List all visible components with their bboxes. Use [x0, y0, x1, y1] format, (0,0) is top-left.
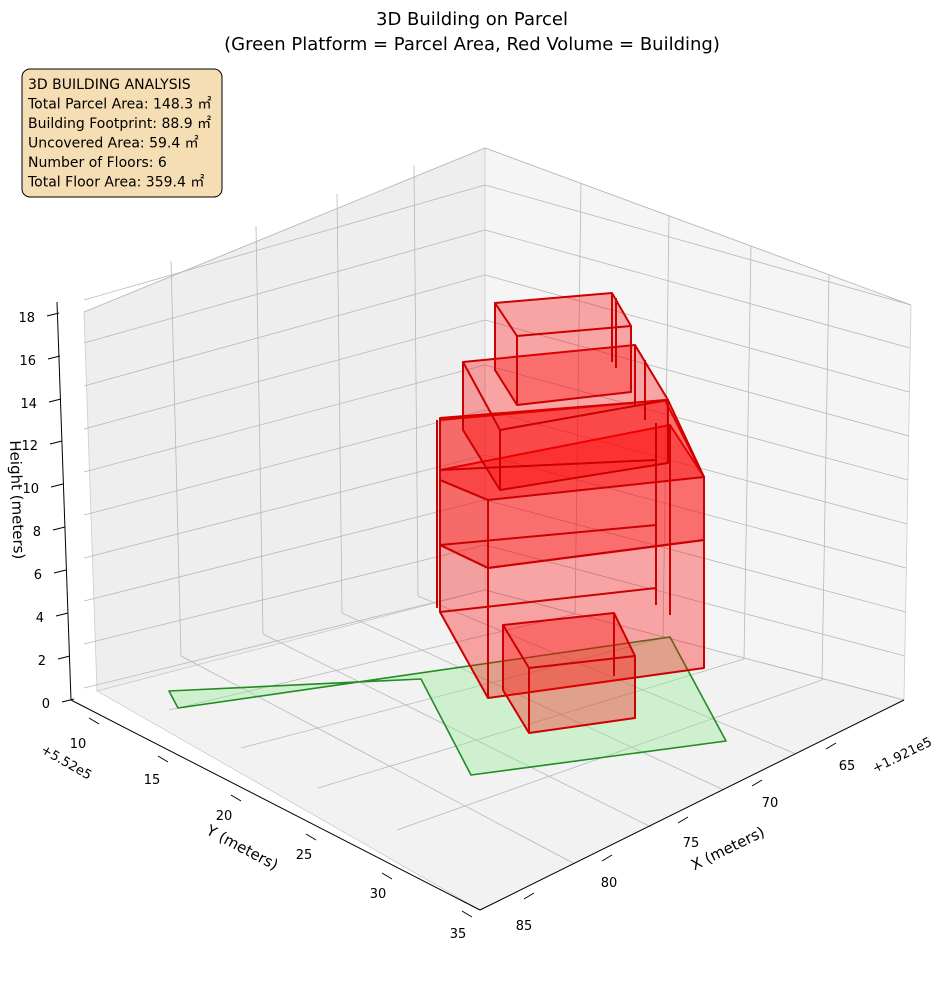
building-edge: [439, 524, 657, 546]
y-tick-label: 10: [70, 737, 87, 752]
z-tick-mark: [46, 312, 60, 317]
info-line: Uncovered Area: 59.4 ㎡: [28, 136, 199, 152]
parcel-platform: [168, 636, 727, 776]
y-tick-mark: [88, 717, 100, 725]
building-edge: [528, 655, 636, 669]
building-edge: [499, 399, 669, 431]
y-tick-mark: [381, 872, 393, 880]
axis-lines: [56, 301, 905, 911]
z-tick-label: 18: [18, 311, 35, 326]
z-tick-label: 8: [33, 525, 41, 540]
building-tier-top: [494, 292, 632, 406]
z-tick-mark: [53, 569, 67, 574]
building-edge: [494, 302, 518, 337]
x-tick-mark: [523, 892, 535, 900]
building-edge: [439, 479, 489, 501]
x-tick-mark: [677, 816, 689, 824]
z-tick-mark: [57, 655, 71, 660]
x-tick-mark: [751, 779, 763, 787]
x-axis-label: X (meters): [688, 823, 768, 874]
info-box-background: [21, 68, 223, 198]
building-edge: [439, 459, 657, 471]
z-tick-mark: [48, 398, 62, 403]
building-annex: [502, 612, 636, 734]
y-tick-mark: [157, 755, 169, 763]
x-tick-label: 65: [839, 759, 856, 774]
z-tick-label: 4: [36, 611, 44, 626]
x-tick-label: 80: [601, 876, 618, 891]
x-offset-label: +1.921e5: [870, 735, 934, 777]
y-tick-label: 35: [450, 927, 467, 942]
z-tick-label: 16: [19, 354, 36, 369]
info-line: Total Parcel Area: 148.3 ㎡: [27, 97, 212, 113]
chart-title: 3D Building on Parcel: [376, 9, 568, 30]
info-box: 3D BUILDING ANALYSIS Total Parcel Area: 1…: [21, 68, 223, 198]
info-line: Total Floor Area: 359.4 ㎡: [27, 175, 204, 191]
y-tick-mark: [305, 833, 317, 841]
grid-lines: [83, 147, 912, 865]
building-edge: [439, 544, 489, 569]
x-tick-label: 70: [762, 796, 779, 811]
building-edge: [502, 624, 530, 669]
y-tick-label: 30: [370, 887, 387, 902]
axis-panes: [83, 147, 912, 911]
z-tick-label: 10: [22, 482, 39, 497]
y-axis-label: Y (meters): [203, 821, 282, 874]
building-edge: [487, 539, 705, 569]
x-tick-mark: [825, 742, 837, 750]
z-tick-label: 14: [20, 397, 37, 412]
info-line: Number of Floors: 6: [28, 155, 167, 171]
x-tick-label: 85: [516, 919, 533, 934]
z-tick-mark: [61, 698, 75, 703]
info-line: Building Footprint: 88.9 ㎡: [28, 116, 211, 132]
y-tick-label: 25: [296, 848, 313, 863]
z-tick-label: 2: [38, 654, 46, 669]
y-tick-mark: [461, 910, 473, 918]
info-box-text: 3D BUILDING ANALYSIS Total Parcel Area: 1…: [27, 77, 212, 191]
building-volume: [436, 292, 705, 734]
z-tick-mark: [49, 440, 63, 445]
parcel-polygon: [168, 636, 727, 776]
z-tick-label: 6: [34, 568, 42, 583]
z-tick-label: 0: [42, 697, 50, 712]
x-tick-mark: [601, 854, 613, 862]
z-axis-label: Height (meters): [6, 440, 28, 560]
y-tick-label: 15: [144, 773, 161, 788]
building-edge: [439, 587, 657, 613]
info-line: 3D BUILDING ANALYSIS: [28, 77, 191, 93]
x-tick-label: 75: [683, 836, 700, 851]
z-tick-mark: [52, 526, 66, 531]
z-tick-mark: [55, 612, 69, 617]
y-tick-label: 20: [216, 809, 233, 824]
chart-subtitle: (Green Platform = Parcel Area, Red Volum…: [224, 34, 720, 55]
z-tick-mark: [50, 483, 64, 488]
y-tick-mark: [230, 794, 242, 802]
z-tick-label: 12: [21, 439, 38, 454]
building-edge: [462, 361, 501, 431]
z-tick-mark: [47, 355, 61, 360]
